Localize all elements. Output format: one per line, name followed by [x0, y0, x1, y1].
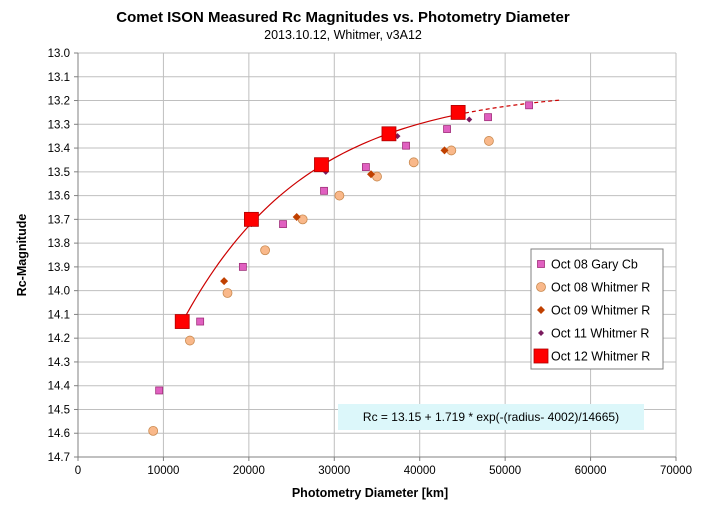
y-tick-label: 14.5 — [48, 404, 70, 416]
x-tick-label: 0 — [75, 465, 81, 477]
y-tick-label: 14.6 — [48, 428, 70, 440]
data-point — [238, 262, 247, 271]
legend-marker — [533, 348, 549, 364]
series-oct-09-whitmer-r — [220, 146, 449, 286]
x-axis-title: Photometry Diameter [km] — [292, 486, 448, 500]
data-point — [484, 113, 492, 122]
legend-marker — [538, 330, 544, 336]
y-tick-label: 14.4 — [48, 381, 71, 393]
legend-label: Oct 11 Whitmer R — [551, 327, 649, 341]
legend-marker — [537, 306, 545, 314]
data-point — [279, 220, 287, 229]
legend-label: Oct 08 Gary Cb — [551, 258, 638, 272]
x-tick-label: 10000 — [147, 465, 179, 477]
series-oct-08-whitmer-r — [148, 136, 494, 436]
y-tick-label: 13.5 — [48, 167, 70, 179]
y-tick-label: 14.7 — [48, 452, 70, 464]
data-point — [260, 245, 270, 256]
data-point — [334, 190, 345, 201]
x-tick-label: 30000 — [318, 465, 350, 477]
data-point — [174, 314, 190, 329]
data-point — [292, 212, 301, 221]
data-point — [367, 170, 376, 179]
data-point — [408, 157, 419, 168]
legend-label: Oct 08 Whitmer R — [551, 281, 650, 295]
y-tick-label: 13.2 — [48, 96, 70, 108]
data-point — [222, 288, 233, 298]
data-point — [155, 386, 164, 395]
legend-box — [530, 248, 664, 370]
x-tick-label: 50000 — [489, 465, 521, 477]
y-tick-label: 13.3 — [48, 119, 70, 131]
y-tick-label: 13.1 — [48, 72, 70, 84]
data-point — [314, 157, 329, 173]
data-point — [185, 335, 195, 346]
y-tick-label: 13.7 — [48, 214, 70, 226]
data-point — [402, 141, 410, 150]
data-point — [484, 136, 494, 146]
data-point — [320, 186, 328, 195]
data-point — [525, 101, 533, 110]
series-oct-08-gary-cb — [155, 101, 533, 395]
fit-equation-background — [338, 404, 644, 430]
y-tick-label: 13.9 — [48, 262, 70, 274]
series-oct-12-whitmer-r — [174, 105, 466, 329]
data-point — [450, 105, 466, 120]
legend-label: Oct 12 Whitmer R — [551, 350, 650, 364]
x-tick-label: 20000 — [233, 465, 265, 477]
data-point — [196, 317, 205, 326]
y-tick-label: 13.4 — [48, 143, 71, 155]
y-axis-title: Rc-Magnitude — [15, 214, 29, 297]
y-tick-label: 14.1 — [48, 309, 70, 321]
x-tick-label: 40000 — [404, 465, 436, 477]
x-tick-label: 70000 — [660, 465, 692, 477]
legend-marker — [537, 260, 545, 268]
fit-equation-label: Rc = 13.15 + 1.719 * exp(-(radius- 4002)… — [363, 410, 619, 424]
x-tick-label: 60000 — [575, 465, 607, 477]
y-tick-label: 14.2 — [48, 333, 70, 345]
fit-equation-box: Rc = 13.15 + 1.719 * exp(-(radius- 4002)… — [338, 404, 644, 430]
data-point — [466, 116, 473, 123]
y-tick-label: 13.8 — [48, 238, 70, 250]
data-point — [244, 211, 259, 227]
fit-curve-dashed — [458, 99, 561, 116]
legend: Oct 08 Gary Cb Oct 08 Whitmer R Oct 09 Whi… — [530, 248, 664, 370]
y-tick-label: 14.3 — [48, 357, 70, 369]
data-point — [361, 163, 370, 171]
data-point — [148, 425, 159, 436]
chart-subtitle: 2013.10.12, Whitmer, v3A12 — [264, 28, 422, 42]
data-point — [440, 146, 449, 155]
data-point — [220, 277, 229, 286]
legend-label: Oct 09 Whitmer R — [551, 304, 650, 318]
y-tick-label: 13.0 — [48, 48, 70, 60]
y-tick-label: 13.6 — [48, 191, 70, 203]
chart-title: Comet ISON Measured Rc Magnitudes vs. Ph… — [116, 9, 570, 26]
legend-marker — [536, 282, 546, 292]
data-point — [381, 126, 397, 142]
data-point — [443, 125, 451, 133]
y-tick-label: 14.0 — [48, 286, 70, 298]
